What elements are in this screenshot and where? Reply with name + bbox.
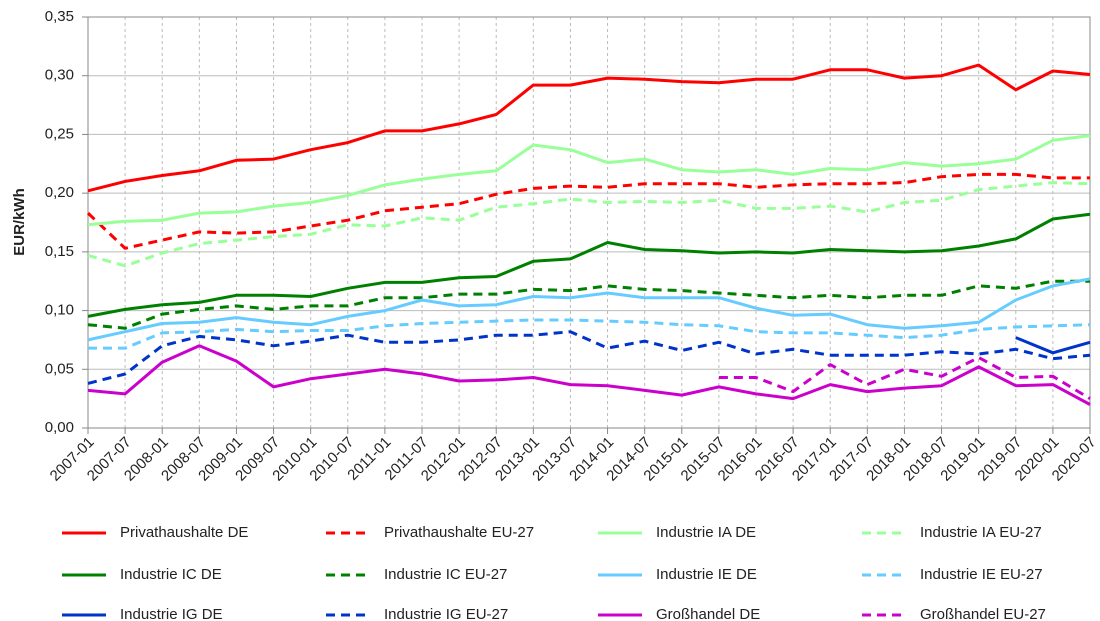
- y-tick-label: 0,00: [45, 419, 74, 436]
- legend-label: Industrie IC DE: [120, 566, 222, 583]
- legend-label: Großhandel DE: [656, 606, 760, 621]
- legend-label: Industrie IG DE: [120, 606, 223, 621]
- y-axis-label: EUR/kWh: [11, 188, 28, 256]
- legend-label: Industrie IE DE: [656, 566, 757, 583]
- legend-label: Privathaushalte DE: [120, 524, 248, 541]
- legend-label: Industrie IG EU-27: [384, 606, 508, 621]
- legend-label: Industrie IE EU-27: [920, 566, 1043, 583]
- series-line: [87, 181, 1091, 268]
- legend-label: Privathaushalte EU-27: [384, 524, 534, 541]
- legend-label: Großhandel EU-27: [920, 606, 1046, 621]
- series-line: [87, 330, 1091, 385]
- y-tick-label: 0,35: [45, 8, 74, 25]
- series-line: [88, 318, 1091, 350]
- y-tick-label: 0,10: [45, 302, 74, 319]
- series-line: [87, 279, 1090, 330]
- y-tick-label: 0,05: [45, 360, 74, 377]
- series-line: [87, 344, 1091, 406]
- series-line: [718, 356, 1091, 400]
- series-line: [87, 63, 1091, 193]
- legend-label: Industrie IA EU-27: [920, 524, 1042, 541]
- series-line: [1015, 336, 1091, 355]
- y-tick-label: 0,25: [45, 125, 74, 142]
- y-tick-label: 0,15: [45, 243, 74, 260]
- legend-label: Industrie IC EU-27: [384, 566, 507, 583]
- y-tick-label: 0,30: [45, 67, 74, 84]
- plot-frame: [87, 16, 1091, 429]
- legend-label: Industrie IA DE: [656, 524, 756, 541]
- series-line: [87, 277, 1091, 342]
- series-line: [87, 212, 1091, 318]
- series-line: [86, 172, 1090, 250]
- series-line: [87, 134, 1091, 227]
- y-tick-label: 0,20: [45, 184, 74, 201]
